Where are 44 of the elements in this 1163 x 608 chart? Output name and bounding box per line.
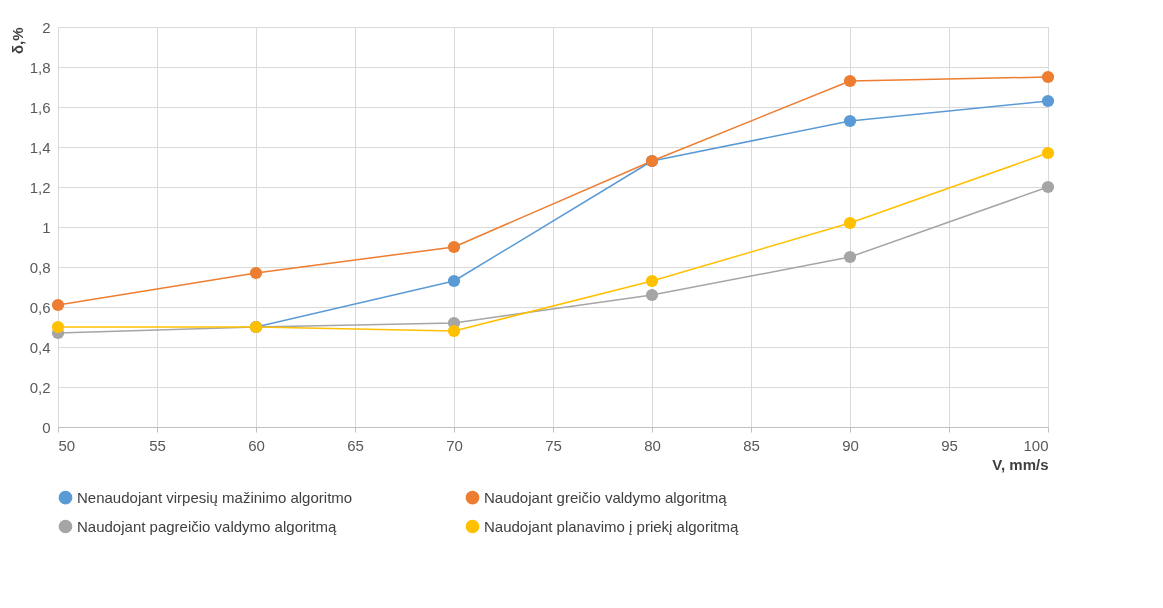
point (843, 74, 857, 88)
y-tick-label: 0,4 (29, 338, 51, 356)
x-tick-label: 70 (446, 436, 463, 454)
x-tick-label: 65 (347, 436, 364, 454)
legend-label: Nenaudojant virpesių mažinimo algoritmo (77, 488, 353, 506)
point (447, 324, 461, 338)
x-tick-label: 75 (545, 436, 562, 454)
point (249, 266, 263, 280)
x-tick-label: 85 (743, 436, 760, 454)
point (1041, 94, 1055, 108)
point (51, 320, 65, 334)
x-tick-label: 95 (941, 436, 958, 454)
x-tick-label: 50 (58, 436, 76, 454)
y-tick-label: 1,6 (29, 98, 51, 116)
point (447, 274, 461, 288)
y-tick-label: 2 (42, 18, 51, 36)
y-tick-label: 1 (42, 218, 51, 236)
point (1041, 180, 1055, 194)
point (843, 216, 857, 230)
legend-label: Naudojant pagreičio valdymo algoritmą (77, 517, 337, 535)
point (843, 114, 857, 128)
y-tick-label: 1,8 (29, 58, 51, 76)
y-axis-title: δ,% (8, 27, 26, 55)
x-axis-title: V, mm/s (992, 455, 1049, 473)
point (51, 298, 65, 312)
point (645, 274, 659, 288)
x-tick-label: 60 (248, 436, 265, 454)
y-tick-label: 1,2 (29, 178, 51, 196)
y-tick-label: 1,4 (29, 138, 51, 156)
point (843, 250, 857, 264)
x-tick-label: 55 (149, 436, 166, 454)
point (645, 288, 659, 302)
point (1041, 70, 1055, 84)
point (447, 240, 461, 254)
y-tick-label: 0,8 (29, 258, 51, 276)
x-tick-label: 100 (1023, 436, 1049, 454)
y-tick-label: 0,6 (29, 298, 51, 316)
legend-label: Naudojant greičio valdymo algoritmą (484, 488, 728, 506)
point (1041, 146, 1055, 160)
x-tick-label: 80 (644, 436, 661, 454)
y-tick-label: 0 (42, 418, 51, 436)
x-tick-label: 90 (842, 436, 859, 454)
y-tick-label: 0,2 (29, 378, 51, 396)
legend-label: Naudojant planavimo į priekį algoritmą (484, 517, 739, 535)
